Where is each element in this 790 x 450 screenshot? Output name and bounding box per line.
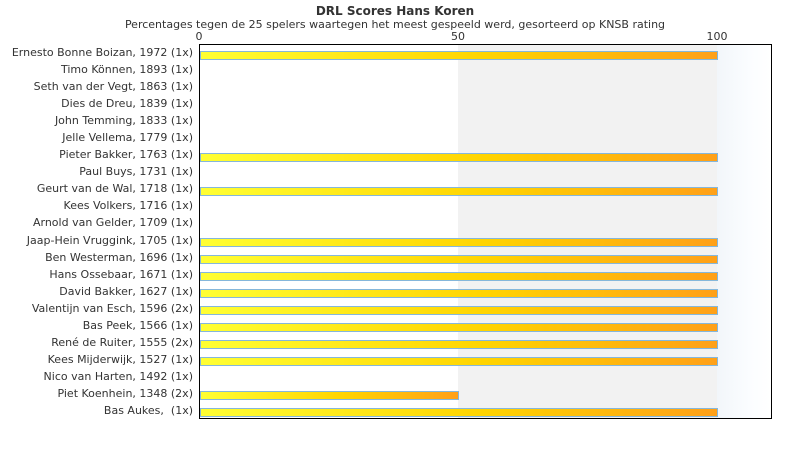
y-tick-label: Kees Mijderwijk, 1527 (1x) xyxy=(47,352,193,366)
shaded-band-50-100 xyxy=(458,45,717,418)
y-tick-label: Kees Volkers, 1716 (1x) xyxy=(63,199,193,213)
chart-subtitle: Percentages tegen de 25 spelers waartege… xyxy=(124,18,666,31)
plot-area xyxy=(199,44,772,419)
bar xyxy=(200,391,459,401)
y-tick-label: John Temming, 1833 (1x) xyxy=(54,114,193,128)
bar xyxy=(200,50,718,60)
bar xyxy=(200,306,718,316)
x-tick-label: 0 xyxy=(195,30,203,43)
y-tick-label: Jaap-Hein Vruggink, 1705 (1x) xyxy=(26,233,193,247)
y-tick-label: Bas Aukes, (1x) xyxy=(103,403,193,417)
chart-title: DRL Scores Hans Koren xyxy=(315,4,475,18)
bar xyxy=(200,186,718,196)
y-tick-label: Ben Westerman, 1696 (1x) xyxy=(45,250,193,264)
y-tick-label: David Bakker, 1627 (1x) xyxy=(59,284,193,298)
y-tick-label: René de Ruiter, 1555 (2x) xyxy=(51,335,193,349)
y-axis-labels: Ernesto Bonne Boizan, 1972 (1x) Timo Könn… xyxy=(0,44,193,419)
y-tick-label: Pieter Bakker, 1763 (1x) xyxy=(59,148,193,162)
y-tick-label: Bas Peek, 1566 (1x) xyxy=(82,318,193,332)
bar xyxy=(200,289,718,299)
bar xyxy=(200,238,718,248)
x-tick-label: 100 xyxy=(706,30,728,43)
bar xyxy=(200,255,718,265)
y-tick-label: Valentijn van Esch, 1596 (2x) xyxy=(31,301,193,315)
y-tick-label: Geurt van de Wal, 1718 (1x) xyxy=(36,182,193,196)
y-tick-label: Arnold van Gelder, 1709 (1x) xyxy=(32,216,193,230)
bar xyxy=(200,340,718,350)
y-tick-label: Piet Koenhein, 1348 (2x) xyxy=(57,386,193,400)
y-tick-label: Jelle Vellema, 1779 (1x) xyxy=(62,131,193,145)
y-tick-label: Ernesto Bonne Boizan, 1972 (1x) xyxy=(11,46,193,59)
x-tick-label: 50 xyxy=(451,30,465,43)
bar xyxy=(200,323,718,333)
bar xyxy=(200,408,718,418)
bar xyxy=(200,272,718,282)
bar xyxy=(200,357,718,367)
y-tick-label: Paul Buys, 1731 (1x) xyxy=(79,165,193,179)
bar xyxy=(200,152,718,162)
y-tick-label: Dies de Dreu, 1839 (1x) xyxy=(61,97,193,111)
y-tick-label: Seth van der Vegt, 1863 (1x) xyxy=(33,80,193,94)
y-tick-label: Hans Ossebaar, 1671 (1x) xyxy=(49,267,193,281)
x-axis-ticks: 0 50 100 xyxy=(0,30,790,44)
y-tick-label: Timo Können, 1893 (1x) xyxy=(60,63,193,77)
shaded-band-beyond-100 xyxy=(717,45,771,418)
y-tick-label: Nico van Harten, 1492 (1x) xyxy=(43,369,193,383)
